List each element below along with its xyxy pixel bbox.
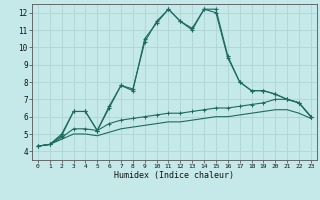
X-axis label: Humidex (Indice chaleur): Humidex (Indice chaleur) [115,171,234,180]
